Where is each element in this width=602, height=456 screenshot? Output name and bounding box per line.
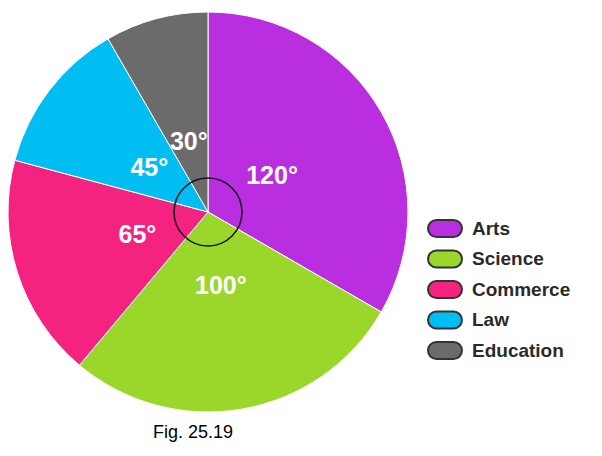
legend-item: Law bbox=[428, 309, 509, 330]
pie: 120° 100° 65° 45°30° bbox=[8, 12, 408, 412]
legend-swatch bbox=[428, 251, 462, 268]
legend-label: Science bbox=[472, 248, 544, 269]
data-label: 65° bbox=[119, 220, 157, 248]
legend-label: Law bbox=[472, 309, 509, 330]
angle-marker bbox=[174, 178, 242, 246]
legend-swatch bbox=[428, 220, 462, 237]
legend-label: Commerce bbox=[472, 279, 570, 300]
caption: Fig. 25.19 bbox=[153, 422, 233, 442]
chart: 120° 100° 65° 45°30° Arts Science Commerce Law E… bbox=[0, 0, 602, 456]
legend-item: Science bbox=[428, 248, 544, 269]
legend-item: Commerce bbox=[428, 279, 570, 300]
legend: Arts Science Commerce Law Education bbox=[428, 218, 570, 361]
legend-label: Education bbox=[472, 340, 564, 361]
data-label: 30° bbox=[170, 127, 208, 155]
legend-swatch bbox=[428, 342, 462, 359]
legend-swatch bbox=[428, 312, 462, 329]
legend-item: Arts bbox=[428, 218, 510, 239]
legend-swatch bbox=[428, 281, 462, 298]
data-label: 45° bbox=[130, 153, 168, 181]
data-label: 120° bbox=[246, 161, 298, 189]
data-label: 100° bbox=[195, 271, 247, 299]
legend-item: Education bbox=[428, 340, 564, 361]
legend-label: Arts bbox=[472, 218, 510, 239]
